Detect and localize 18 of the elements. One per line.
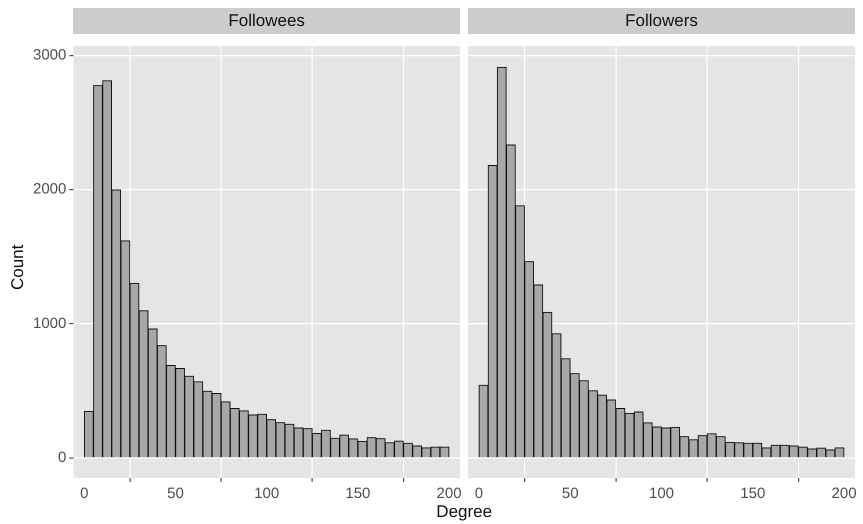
x-tick-label: 0 [474,485,484,502]
x-tick-label: 200 [832,485,857,502]
chart-title: Followers [468,8,855,34]
x-axis-title: Degree [436,502,492,522]
chart-title: Followees [73,8,460,34]
y-tick-label: 3000 [32,46,66,64]
y-tick-label: 1000 [32,314,66,332]
y-tick-label: 2000 [32,180,66,198]
x-tick-label: 100 [254,485,280,502]
x-tick-label: 50 [167,485,184,502]
y-axis-title: Count [8,244,28,290]
x-tick-label: 50 [562,485,579,502]
x-tick-label: 100 [648,485,674,502]
y-tick-label: 0 [58,449,66,466]
x-tick-label: 150 [345,485,370,502]
x-tick-label: 0 [80,485,88,502]
x-tick-label: 200 [436,485,462,502]
x-tick-label: 150 [740,485,766,502]
